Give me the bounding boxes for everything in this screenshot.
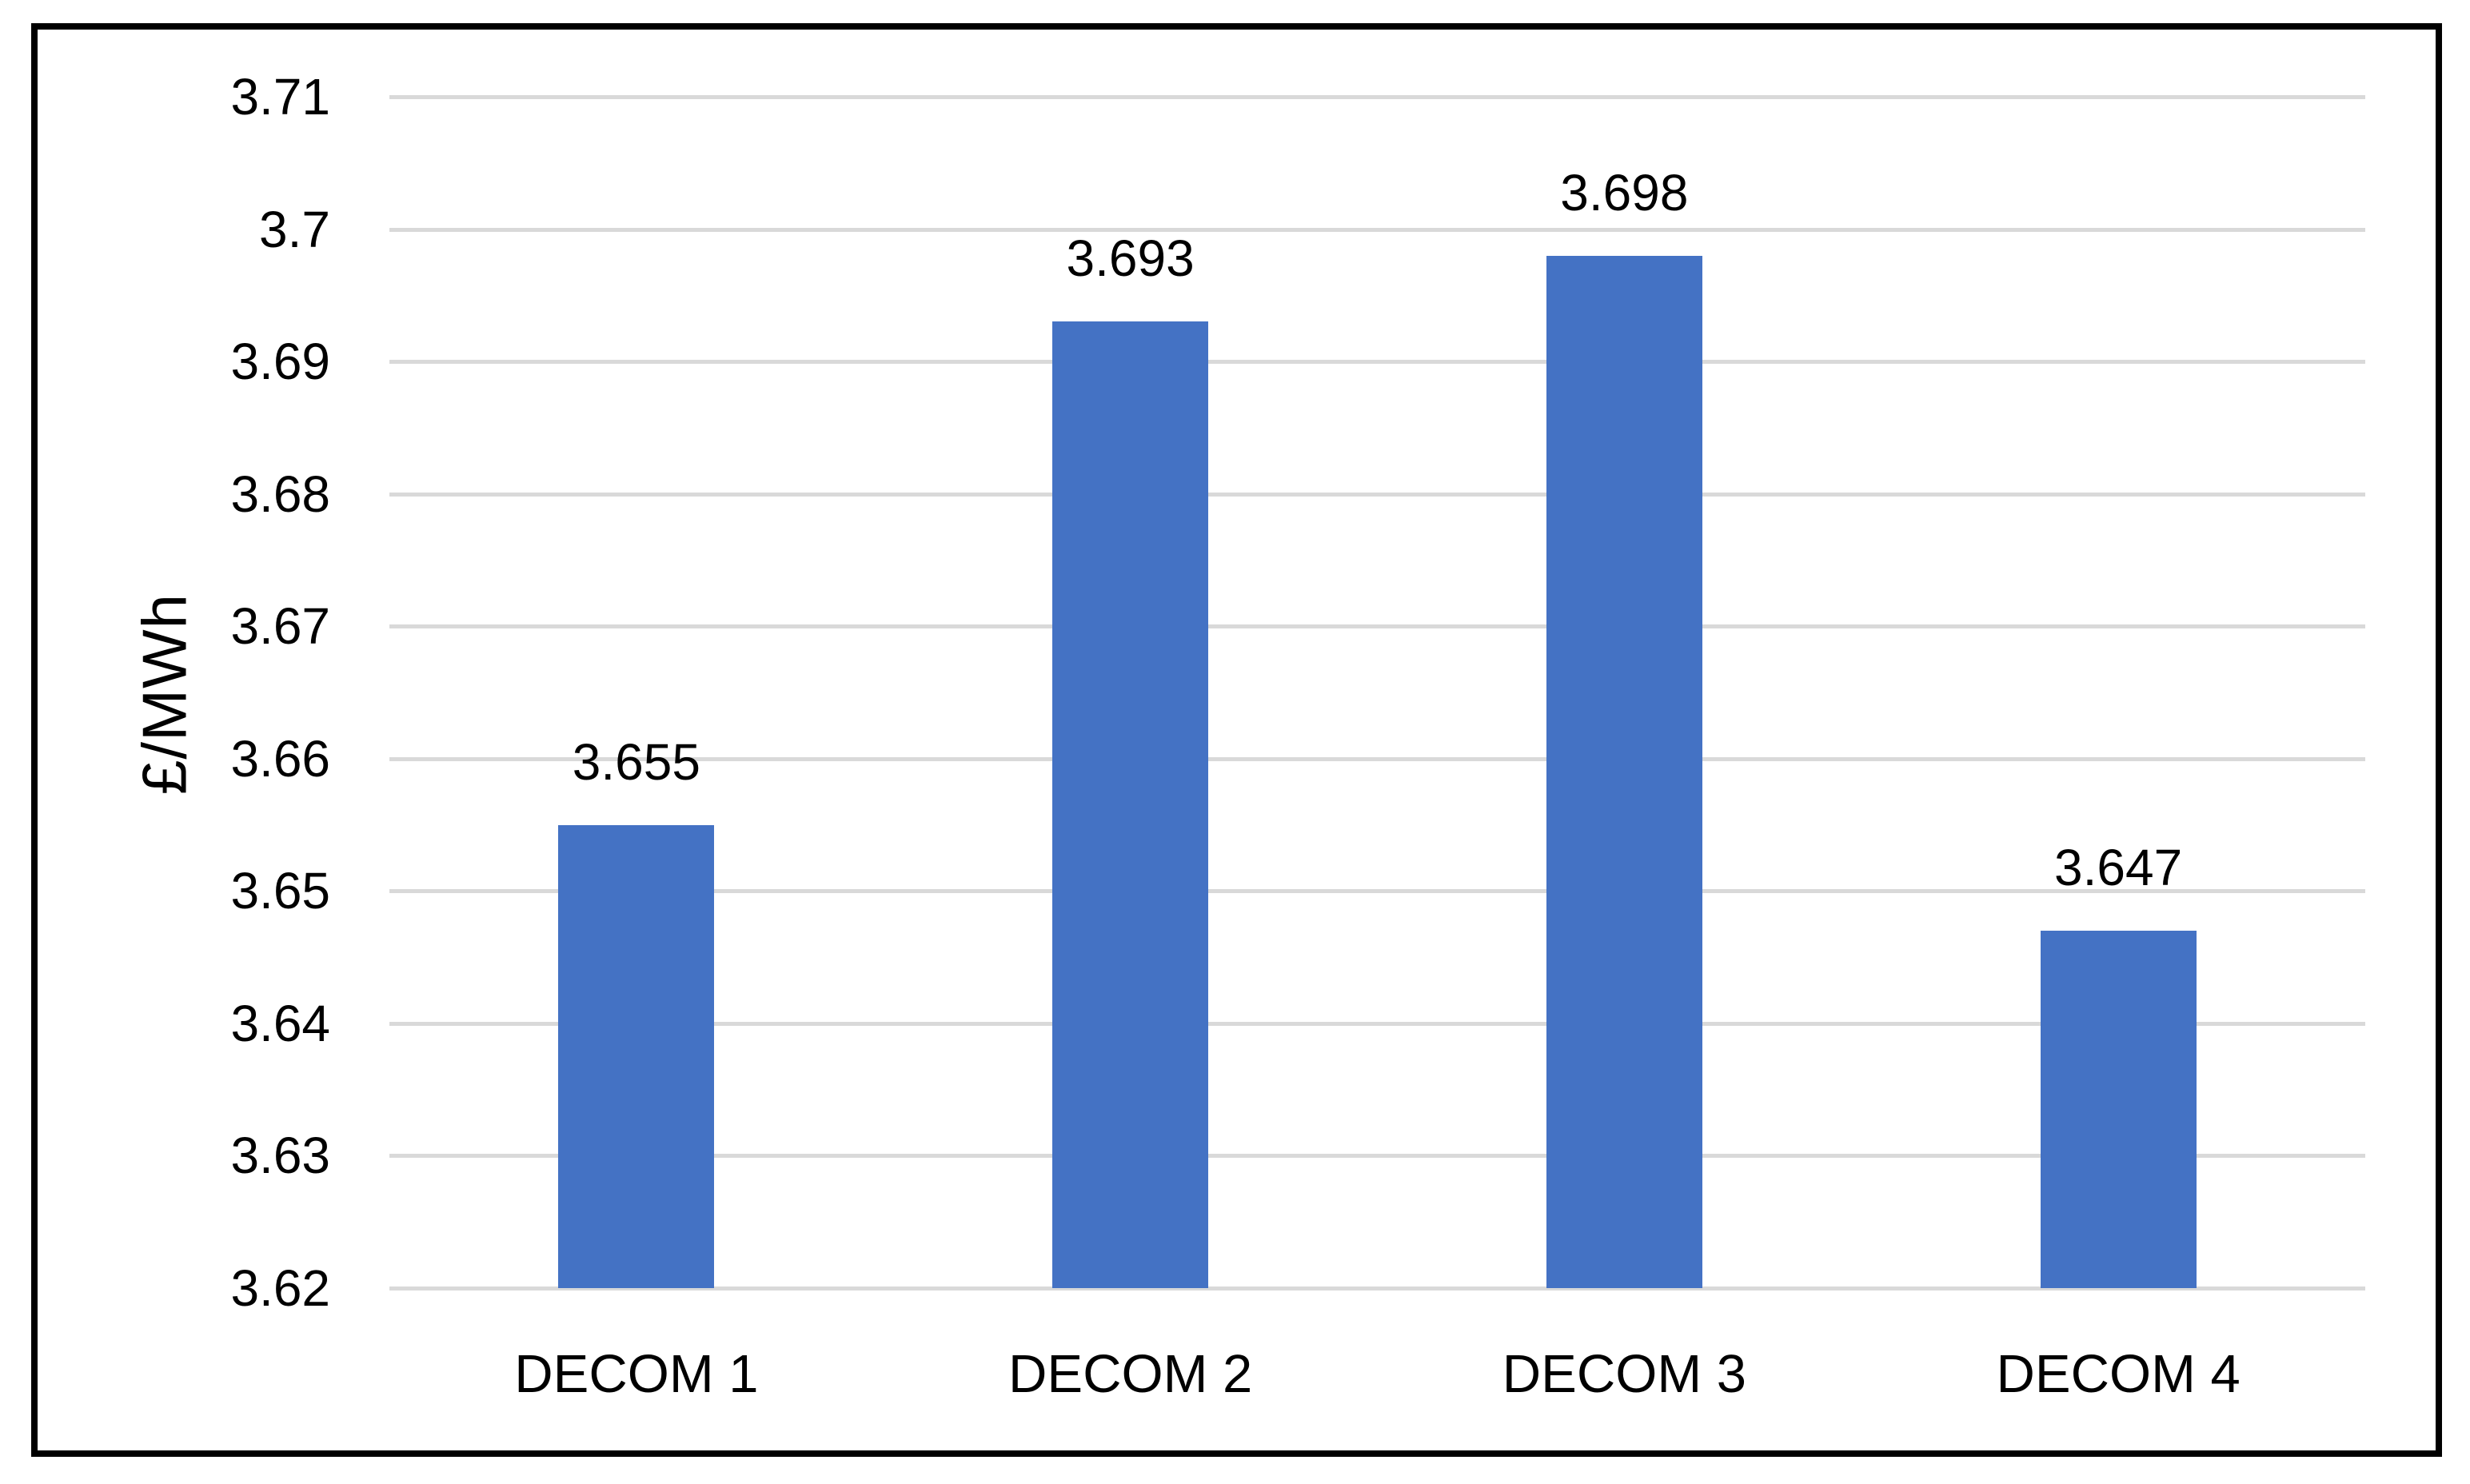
gridline xyxy=(389,95,2365,99)
bar-value-label: 3.647 xyxy=(2054,839,2183,896)
y-tick-label: 3.71 xyxy=(230,68,330,126)
x-category-label-decom-2: DECOM 2 xyxy=(1008,1344,1253,1404)
bar-value-label: 3.693 xyxy=(1066,229,1195,288)
bar-value-label: 3.655 xyxy=(572,732,700,791)
y-tick-label: 3.65 xyxy=(230,862,330,920)
gridline xyxy=(389,1154,2365,1159)
bar-decom-1 xyxy=(558,824,715,1288)
gridline xyxy=(389,492,2365,497)
y-tick-label: 3.68 xyxy=(230,465,330,523)
chart-border xyxy=(31,23,2442,1457)
gridline xyxy=(389,1021,2365,1026)
x-category-label-decom-3: DECOM 3 xyxy=(1502,1344,1747,1404)
bar-value-label: 3.698 xyxy=(1560,163,1689,221)
bar-decom-2 xyxy=(1052,321,1209,1288)
y-tick-label: 3.62 xyxy=(230,1259,330,1317)
gridline xyxy=(389,756,2365,761)
plot-area xyxy=(389,95,2365,1291)
gridline xyxy=(389,360,2365,365)
y-tick-label: 3.7 xyxy=(259,200,330,258)
y-tick-label: 3.69 xyxy=(230,333,330,391)
gridline xyxy=(389,624,2365,629)
y-tick-label: 3.63 xyxy=(230,1127,330,1185)
bar-decom-4 xyxy=(2040,931,2197,1288)
y-tick-label: 3.64 xyxy=(230,994,330,1052)
y-tick-label: 3.66 xyxy=(230,729,330,788)
gridline xyxy=(389,889,2365,894)
gridline xyxy=(389,1287,2365,1291)
bar-decom-3 xyxy=(1546,255,1702,1288)
x-category-label-decom-1: DECOM 1 xyxy=(514,1344,759,1404)
y-tick-label: 3.67 xyxy=(230,597,330,656)
x-category-label-decom-4: DECOM 4 xyxy=(1996,1344,2241,1404)
y-axis-title: £/MWh xyxy=(129,592,200,796)
gridline xyxy=(389,227,2365,232)
